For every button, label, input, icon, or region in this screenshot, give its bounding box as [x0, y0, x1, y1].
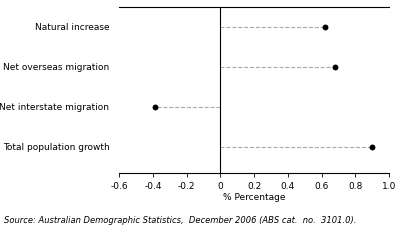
Point: [332, 65, 338, 69]
Point: [369, 145, 376, 148]
X-axis label: % Percentage: % Percentage: [223, 193, 285, 202]
Point: [151, 105, 158, 109]
Point: [322, 25, 328, 29]
Text: Source: Australian Demographic Statistics,  December 2006 (ABS cat.  no.  3101.0: Source: Australian Demographic Statistic…: [4, 216, 357, 225]
